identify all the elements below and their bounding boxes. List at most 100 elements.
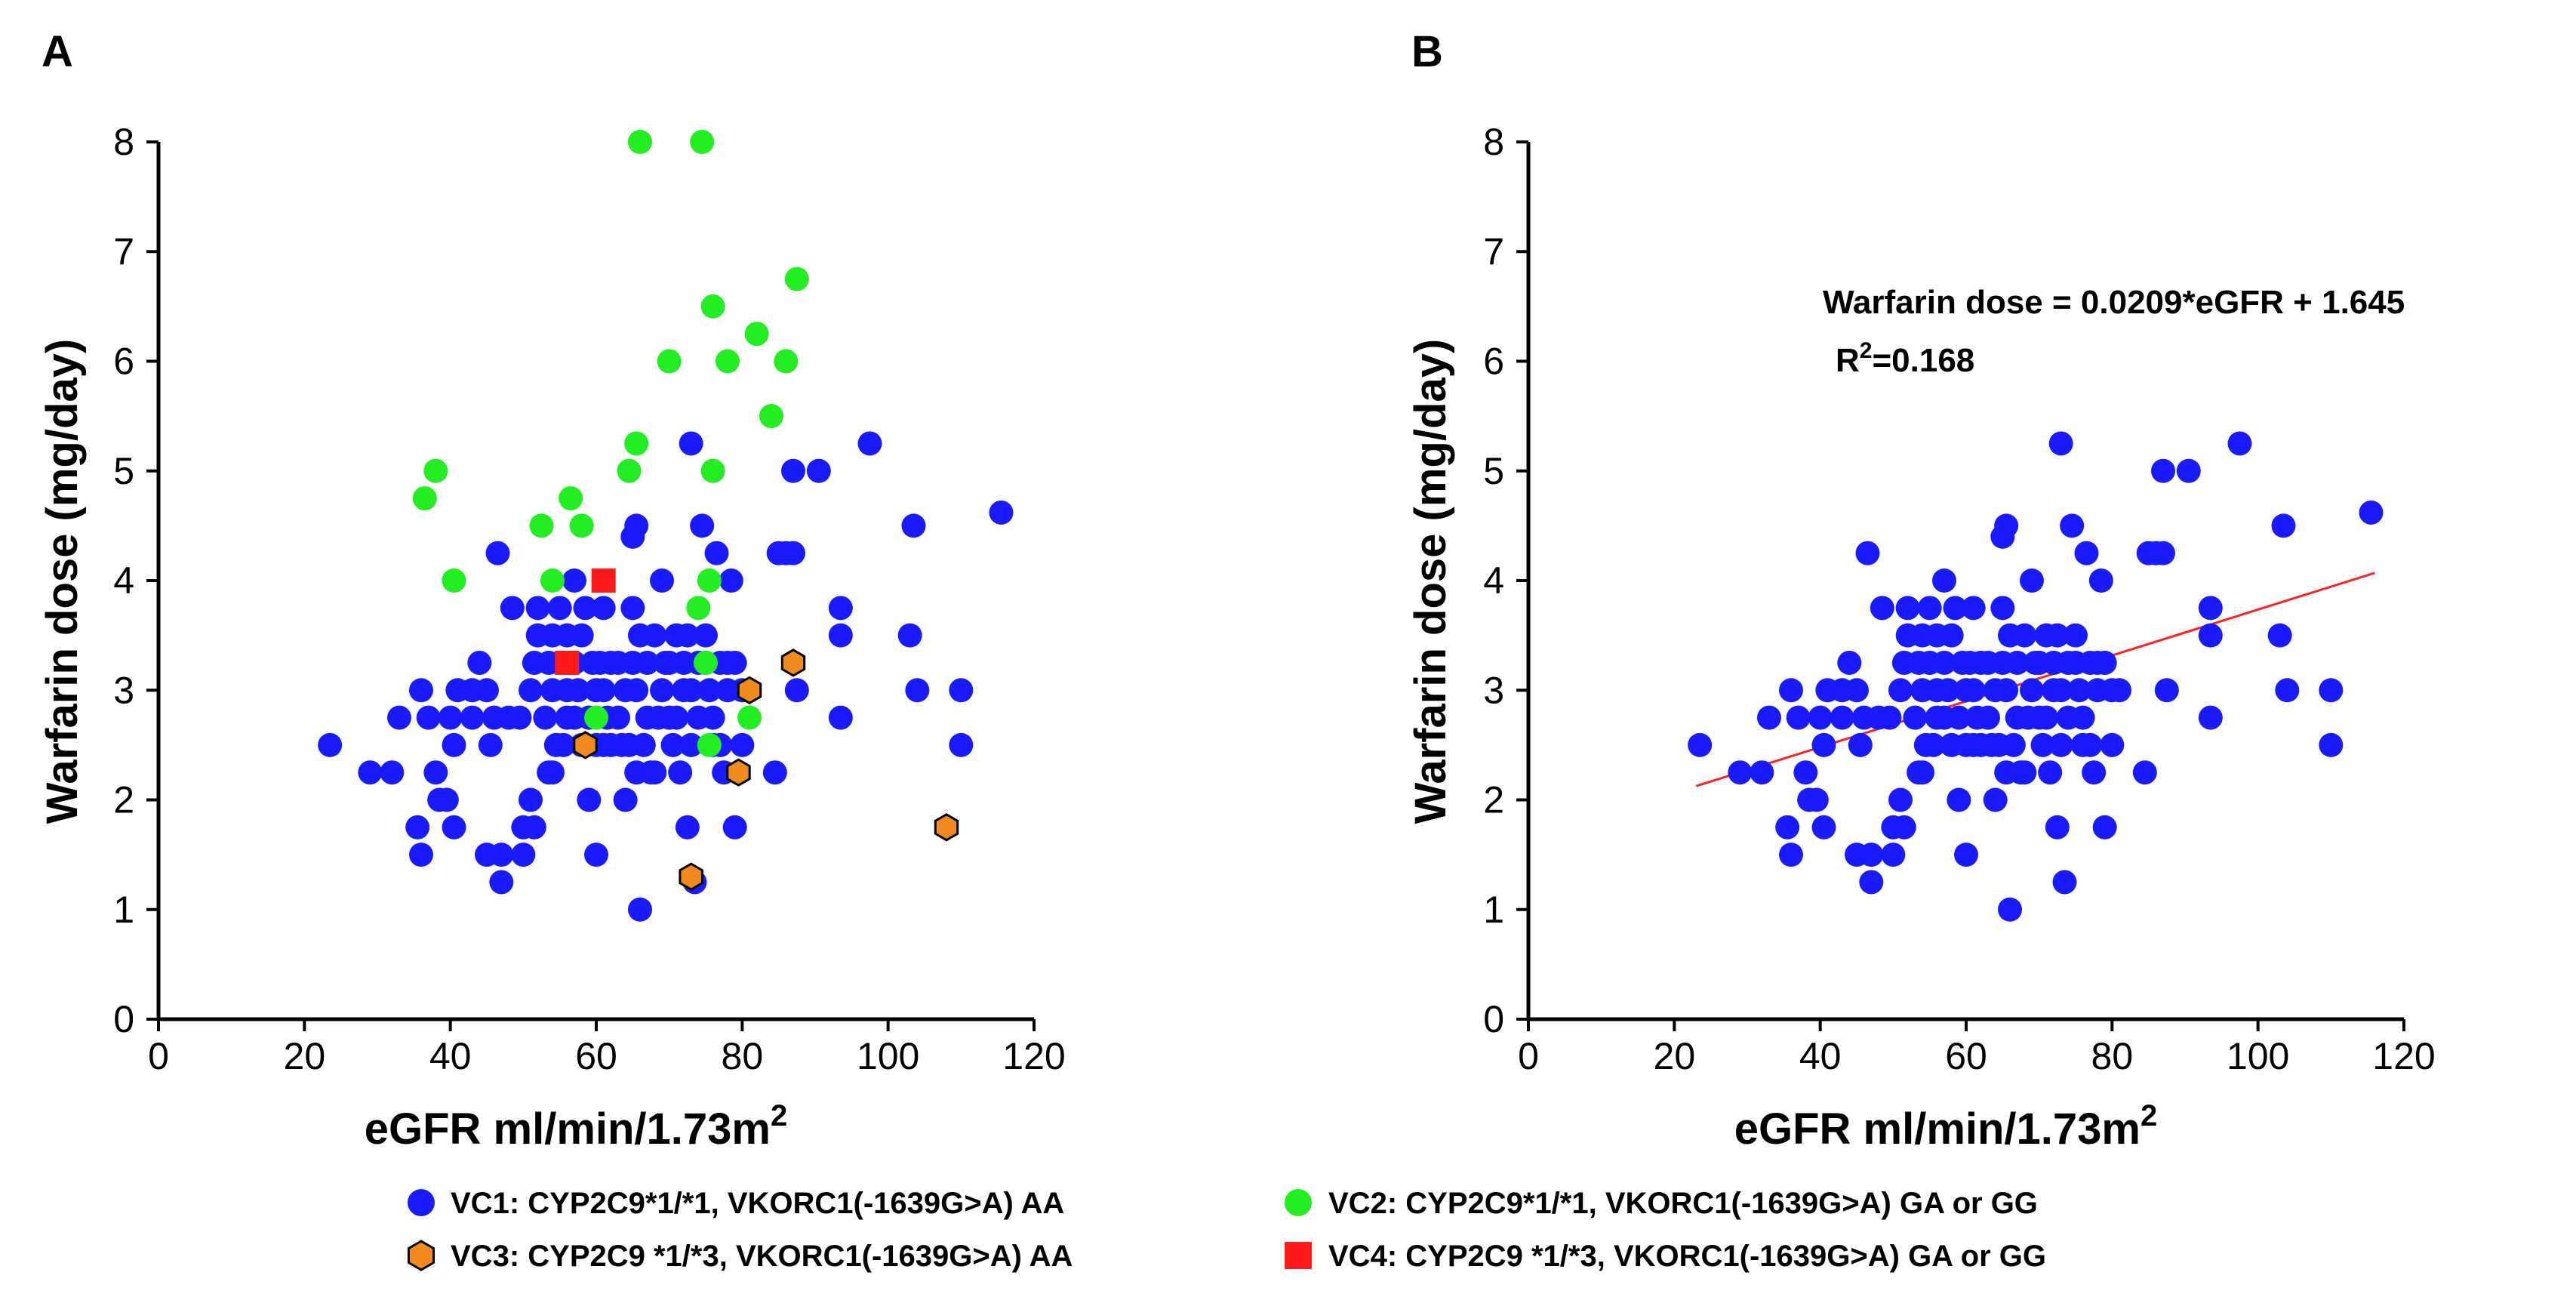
vc1-point <box>584 843 608 867</box>
panel-b-marks <box>1688 431 2384 922</box>
vc1-point <box>1943 596 1968 621</box>
vc1-point <box>1961 596 1986 621</box>
vc1-point <box>1895 596 1920 621</box>
vc1-point <box>624 678 649 703</box>
vc1-point <box>949 732 974 757</box>
vc1-point <box>989 500 1014 525</box>
vc2-point <box>690 130 715 154</box>
vc1-point <box>722 650 747 675</box>
vc1-point <box>522 815 546 840</box>
panel-b-ticks: 0 20 40 60 80 100 120 0 1 2 3 4 5 6 7 8 <box>1483 121 2436 1077</box>
vc1-point <box>668 760 693 785</box>
panel-b-letter: B <box>1411 27 1443 76</box>
vc1-point <box>1859 843 1884 867</box>
vc1-point <box>438 705 463 730</box>
vc1-point <box>442 815 466 840</box>
x-tick-label: 20 <box>284 1035 326 1077</box>
y-tick-label: 1 <box>1483 889 1504 931</box>
x-tick-label: 0 <box>148 1035 169 1077</box>
legend-vc4-label: VC4: CYP2C9 *1/*3, VKORC1(-1639G>A) GA o… <box>1328 1240 2046 1273</box>
vc2-point <box>774 349 799 374</box>
legend-vc1-label: VC1: CYP2C9*1/*1, VKORC1(-1639G>A) AA <box>451 1187 1064 1220</box>
vc1-point <box>642 760 667 785</box>
x-tick-label: 80 <box>722 1035 764 1077</box>
vc1-point <box>2275 678 2300 703</box>
vc1-point <box>2151 541 2175 565</box>
vc1-point <box>2045 623 2070 648</box>
vc1-point <box>722 815 747 840</box>
vc1-point <box>2048 678 2073 703</box>
y-tick-label: 4 <box>113 559 134 602</box>
vc1-point <box>730 732 755 757</box>
vc1-point <box>533 705 558 730</box>
vc2-point <box>540 568 565 593</box>
vc1-point <box>1932 650 1956 675</box>
x-tick-label: 0 <box>1518 1035 1539 1077</box>
vc1-point <box>857 431 882 456</box>
vc1-point <box>467 650 492 675</box>
vc2-point <box>716 349 740 374</box>
vc2-point <box>686 596 711 621</box>
y-tick-label: 3 <box>113 669 134 711</box>
vc1-point <box>781 458 805 483</box>
vc1-point <box>1688 732 1713 757</box>
vc1-point <box>2005 650 2030 675</box>
vc1-point <box>489 843 514 867</box>
vc1-point <box>2070 705 2095 730</box>
vc1-point <box>2107 678 2131 703</box>
vc1-point <box>1994 513 2019 538</box>
panel-b: B 0 20 40 60 80 100 120 0 1 2 3 4 5 6 7 8 Warfarin dose… <box>1406 27 2436 1154</box>
panel-a-y-title: Warfarin dose (mg/day) <box>38 339 87 824</box>
vc1-point <box>2030 732 2055 757</box>
vc1-point <box>591 678 616 703</box>
vc1-point <box>784 678 809 703</box>
vc1-point <box>2012 623 2037 648</box>
vc1-point <box>1990 596 2015 621</box>
vc1-point <box>2198 705 2223 730</box>
vc1-point <box>1757 705 1781 730</box>
vc1-point <box>423 760 448 785</box>
vc2-point <box>584 705 608 730</box>
vc1-point <box>1811 732 1836 757</box>
vc3-point <box>679 862 703 891</box>
vc3-point <box>780 649 806 677</box>
vc1-point <box>2132 760 2157 785</box>
vc1-point <box>675 623 700 648</box>
vc1-point <box>565 678 590 703</box>
x-tick-label: 100 <box>857 1035 919 1077</box>
vc1-point <box>1808 705 1833 730</box>
vc2-point <box>569 513 594 538</box>
vc1-point <box>2078 732 2103 757</box>
vc1-point <box>1830 705 1854 730</box>
panel-a: A 0 20 40 60 80 100 120 0 1 2 3 4 5 6 7 8 Warfarin dose… <box>38 27 1066 1154</box>
vc1-point <box>694 623 718 648</box>
vc1-point <box>828 623 853 648</box>
vc1-point <box>1961 678 1986 703</box>
vc1-point <box>2020 678 2044 703</box>
x-tick-label: 120 <box>1002 1035 1065 1077</box>
vc1-point <box>485 541 510 565</box>
vc1-point <box>2198 623 2223 648</box>
vc1-point <box>2045 815 2070 840</box>
vc1-point <box>2064 623 2088 648</box>
vc1-point <box>1728 760 1753 785</box>
vc2-point <box>412 486 437 511</box>
vc1-point <box>901 513 926 538</box>
vc1-point <box>650 678 674 703</box>
vc2-point <box>423 458 448 483</box>
vc1-point <box>1891 815 1916 840</box>
vc1-point <box>507 705 532 730</box>
y-tick-label: 3 <box>1483 669 1504 711</box>
vc1-point <box>1917 596 1942 621</box>
vc2-point <box>744 322 769 347</box>
vc1-point <box>2088 568 2113 593</box>
vc1-point <box>1811 815 1836 840</box>
legend-vc2-marker <box>1285 1189 1312 1216</box>
vc1-point <box>442 732 466 757</box>
vc1-point <box>2227 431 2252 456</box>
vc1-point <box>387 705 411 730</box>
panel-b-axes <box>1526 142 2404 1021</box>
vc1-point <box>1947 705 1971 730</box>
vc1-point <box>460 705 485 730</box>
